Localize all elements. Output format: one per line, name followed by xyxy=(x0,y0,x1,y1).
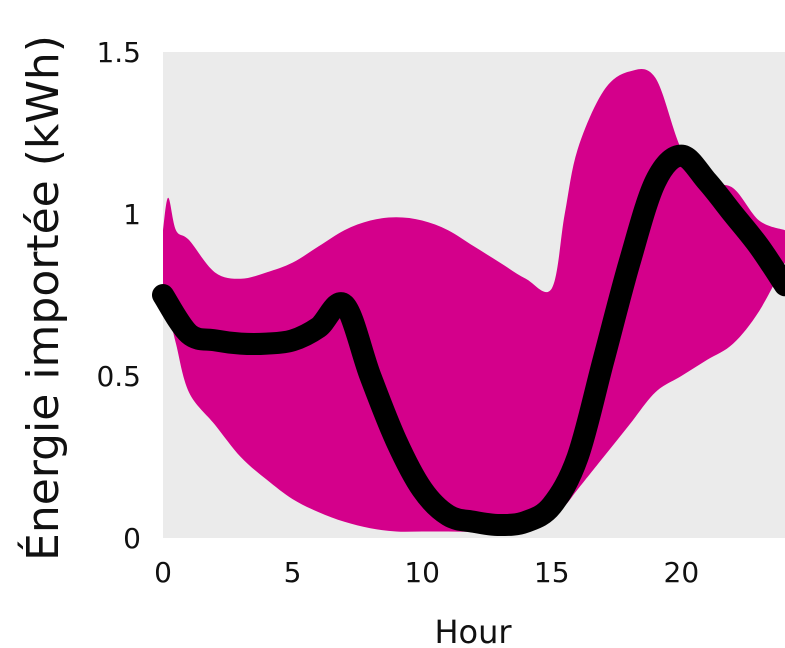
x-tick-label: 10 xyxy=(404,556,440,589)
area-layer xyxy=(163,68,785,532)
x-tick-label: 20 xyxy=(664,556,700,589)
y-axis-ticks: 0 0.5 1 1.5 xyxy=(96,36,141,555)
y-tick-label: 1.5 xyxy=(96,36,141,69)
x-tick-label: 15 xyxy=(534,556,570,589)
y-tick-label: 1 xyxy=(123,198,141,231)
line-layer xyxy=(152,144,785,537)
y-tick-label: 0 xyxy=(123,522,141,555)
x-tick-label: 0 xyxy=(154,556,172,589)
series-line xyxy=(152,144,785,537)
y-tick-label: 0.5 xyxy=(96,360,141,393)
area-shape xyxy=(163,68,785,532)
x-axis-label: Hour xyxy=(434,613,512,648)
x-tick-label: 5 xyxy=(284,556,302,589)
y-axis-label: Énergie importée (kWh) xyxy=(16,35,69,561)
x-axis-ticks: 0 5 10 15 20 xyxy=(154,556,699,589)
